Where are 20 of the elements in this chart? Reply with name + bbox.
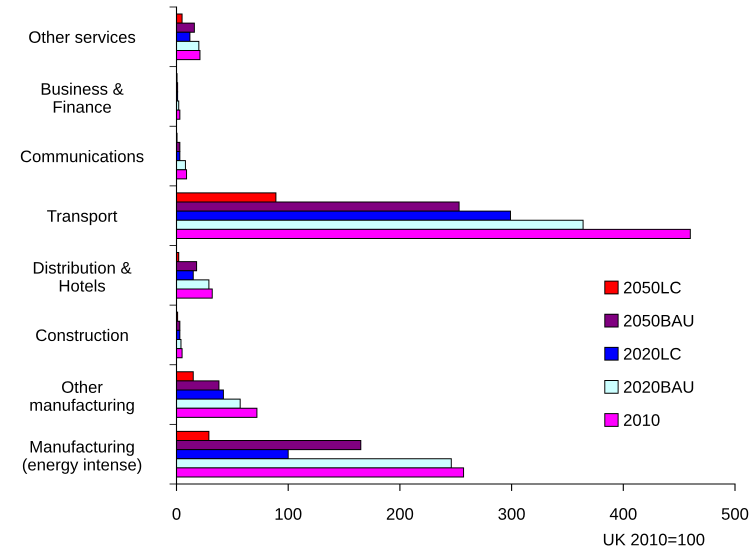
x-tick-label: 300 [498, 508, 525, 520]
legend-label: 2050BAU [624, 314, 694, 327]
x-tick-label: 400 [610, 508, 637, 520]
x-tick-label: 0 [172, 508, 180, 520]
text: UK 2010=100 [604, 534, 704, 546]
y-tick-label: Construction [36, 328, 128, 342]
x-tick-label: 200 [386, 508, 414, 520]
y-tick-label: Communications [20, 150, 144, 162]
y-tick-label: Manufacturing (energy intense) [22, 440, 142, 474]
legend-label: 2010 [624, 414, 660, 426]
y-tick-label: Other manufacturing [30, 380, 134, 414]
legend-label: 2050LC [624, 282, 681, 294]
y-tick-label: Distribution & Hotels [34, 262, 132, 292]
y-tick-label: Other services [29, 30, 136, 44]
x-tick-label: 100 [276, 508, 302, 520]
x-tick-label: 500 [722, 508, 748, 520]
legend-label: 2020BAU [624, 381, 694, 393]
legend-label: 2020LC [624, 348, 681, 360]
y-tick-label: Business & Finance [42, 82, 124, 113]
y-tick-label: Transport [47, 210, 118, 226]
